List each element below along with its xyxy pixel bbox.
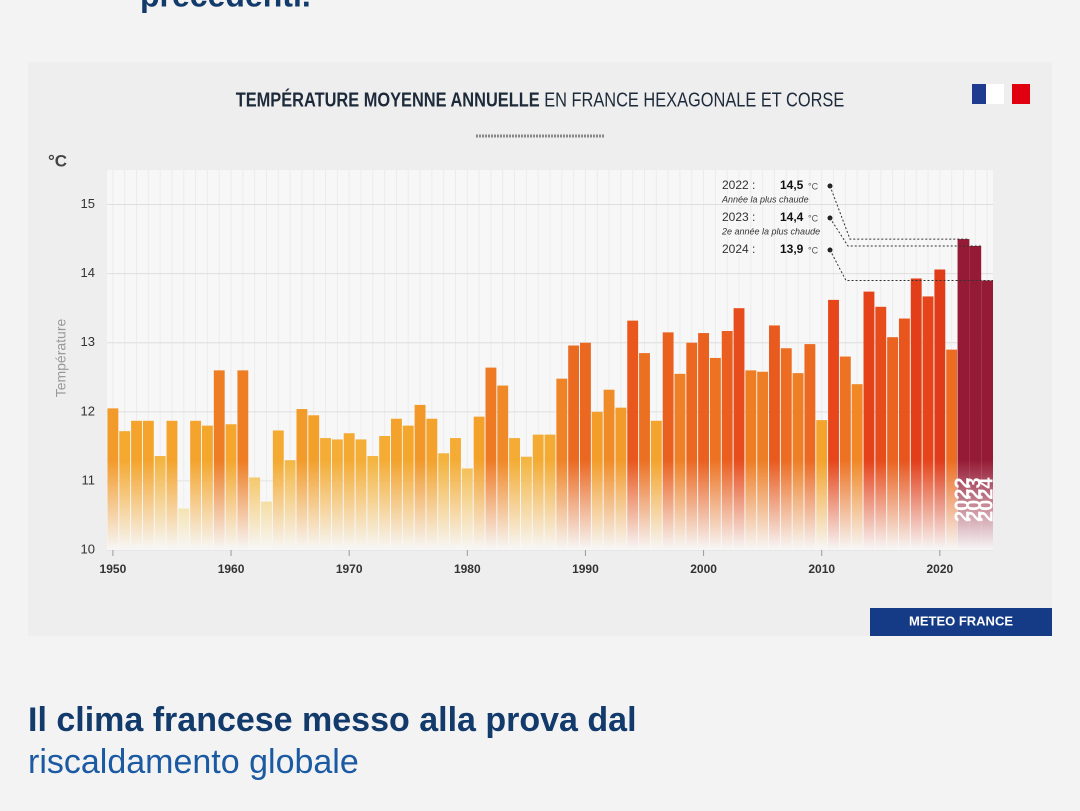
bar: [686, 342, 698, 550]
x-tick-label: 2020: [926, 562, 953, 576]
bar: [662, 332, 674, 550]
highlight-bar: [981, 280, 993, 550]
flag-white: [986, 84, 1004, 104]
plot: 10 11 12 13 14 15 1950 1960 1970 1980 1990 2000 2010…: [81, 170, 997, 576]
annotation-note: Année la plus chaude: [721, 194, 809, 204]
highlight-year: 2023: [964, 478, 986, 523]
annotation-note: 2e année la plus chaude: [721, 226, 820, 236]
y-tick-label: 13: [81, 334, 95, 349]
source-box: [870, 608, 1052, 636]
annotation-year: 2022 :: [722, 178, 755, 192]
x-tick-label: 1960: [218, 562, 245, 576]
flag-red: [1012, 84, 1030, 104]
bar: [887, 337, 899, 550]
title-bold: TEMPÉRATURE MOYENNE ANNUELLE: [236, 88, 540, 111]
bar: [828, 299, 839, 550]
y-tick-label: 14: [81, 265, 95, 280]
highlight-year: 2022: [952, 478, 974, 523]
bar: [922, 296, 934, 550]
bar: [627, 320, 639, 550]
y-tick-label: 15: [81, 196, 95, 211]
highlight-bar: [969, 246, 982, 550]
bar: [839, 356, 851, 550]
x-tick-label: 2000: [690, 562, 717, 576]
bar: [875, 306, 887, 550]
highlight-bar: [957, 239, 970, 550]
bar: [898, 318, 910, 550]
chart-title: TEMPÉRATURE MOYENNE ANNUELLE EN FRANCE H…: [236, 88, 845, 111]
y-axis-label: Température: [53, 318, 69, 397]
annotation-value: 13,9: [780, 242, 804, 256]
bar: [769, 325, 780, 550]
annotation-unit: °C: [808, 213, 819, 223]
bar: [580, 342, 591, 550]
annotation-leader: [829, 185, 970, 240]
annotation-unit: °C: [808, 245, 819, 255]
bar: [780, 348, 792, 550]
bar: [804, 344, 816, 550]
annotation-unit: °C: [808, 181, 819, 191]
annotation-year: 2023 :: [722, 210, 755, 224]
y-tick-label: 12: [81, 403, 95, 418]
bar: [721, 330, 733, 550]
annotation-year: 2024 :: [722, 242, 755, 256]
bar: [568, 345, 580, 550]
x-tick-label: 2010: [808, 562, 835, 576]
annotation-leader: [829, 217, 982, 247]
annotation-leader: [829, 249, 993, 282]
bar: [733, 308, 745, 550]
x-tick-label: 1970: [336, 562, 363, 576]
bar: [863, 291, 875, 550]
bar: [485, 367, 497, 550]
title-rest: EN FRANCE HEXAGONALE ET CORSE: [544, 88, 844, 111]
y-tick-label: 11: [82, 472, 96, 487]
flag-blue: [972, 84, 986, 104]
source: METEO FRANCE: [909, 613, 1013, 628]
x-tick-label: 1950: [100, 562, 127, 576]
bar: [946, 349, 958, 550]
bar: [709, 357, 721, 550]
headline-line-2: riscaldamento globale: [28, 743, 359, 781]
bar: [698, 333, 710, 550]
bottom-fade: [107, 460, 993, 550]
y-unit: °C: [48, 151, 67, 170]
highlight-year: 2024: [975, 477, 997, 522]
y-tick-label: 10: [81, 541, 95, 556]
headline-line-1: Il clima francese messo alla prova dal: [28, 701, 637, 739]
bar: [639, 353, 650, 550]
x-tick-label: 1990: [572, 562, 599, 576]
x-tick-label: 1980: [454, 562, 481, 576]
annotation-value: 14,5: [780, 178, 804, 192]
annotation-value: 14,4: [780, 210, 804, 224]
lead-text: precedenti.: [140, 0, 311, 13]
bar: [934, 269, 946, 550]
bar: [910, 278, 922, 550]
